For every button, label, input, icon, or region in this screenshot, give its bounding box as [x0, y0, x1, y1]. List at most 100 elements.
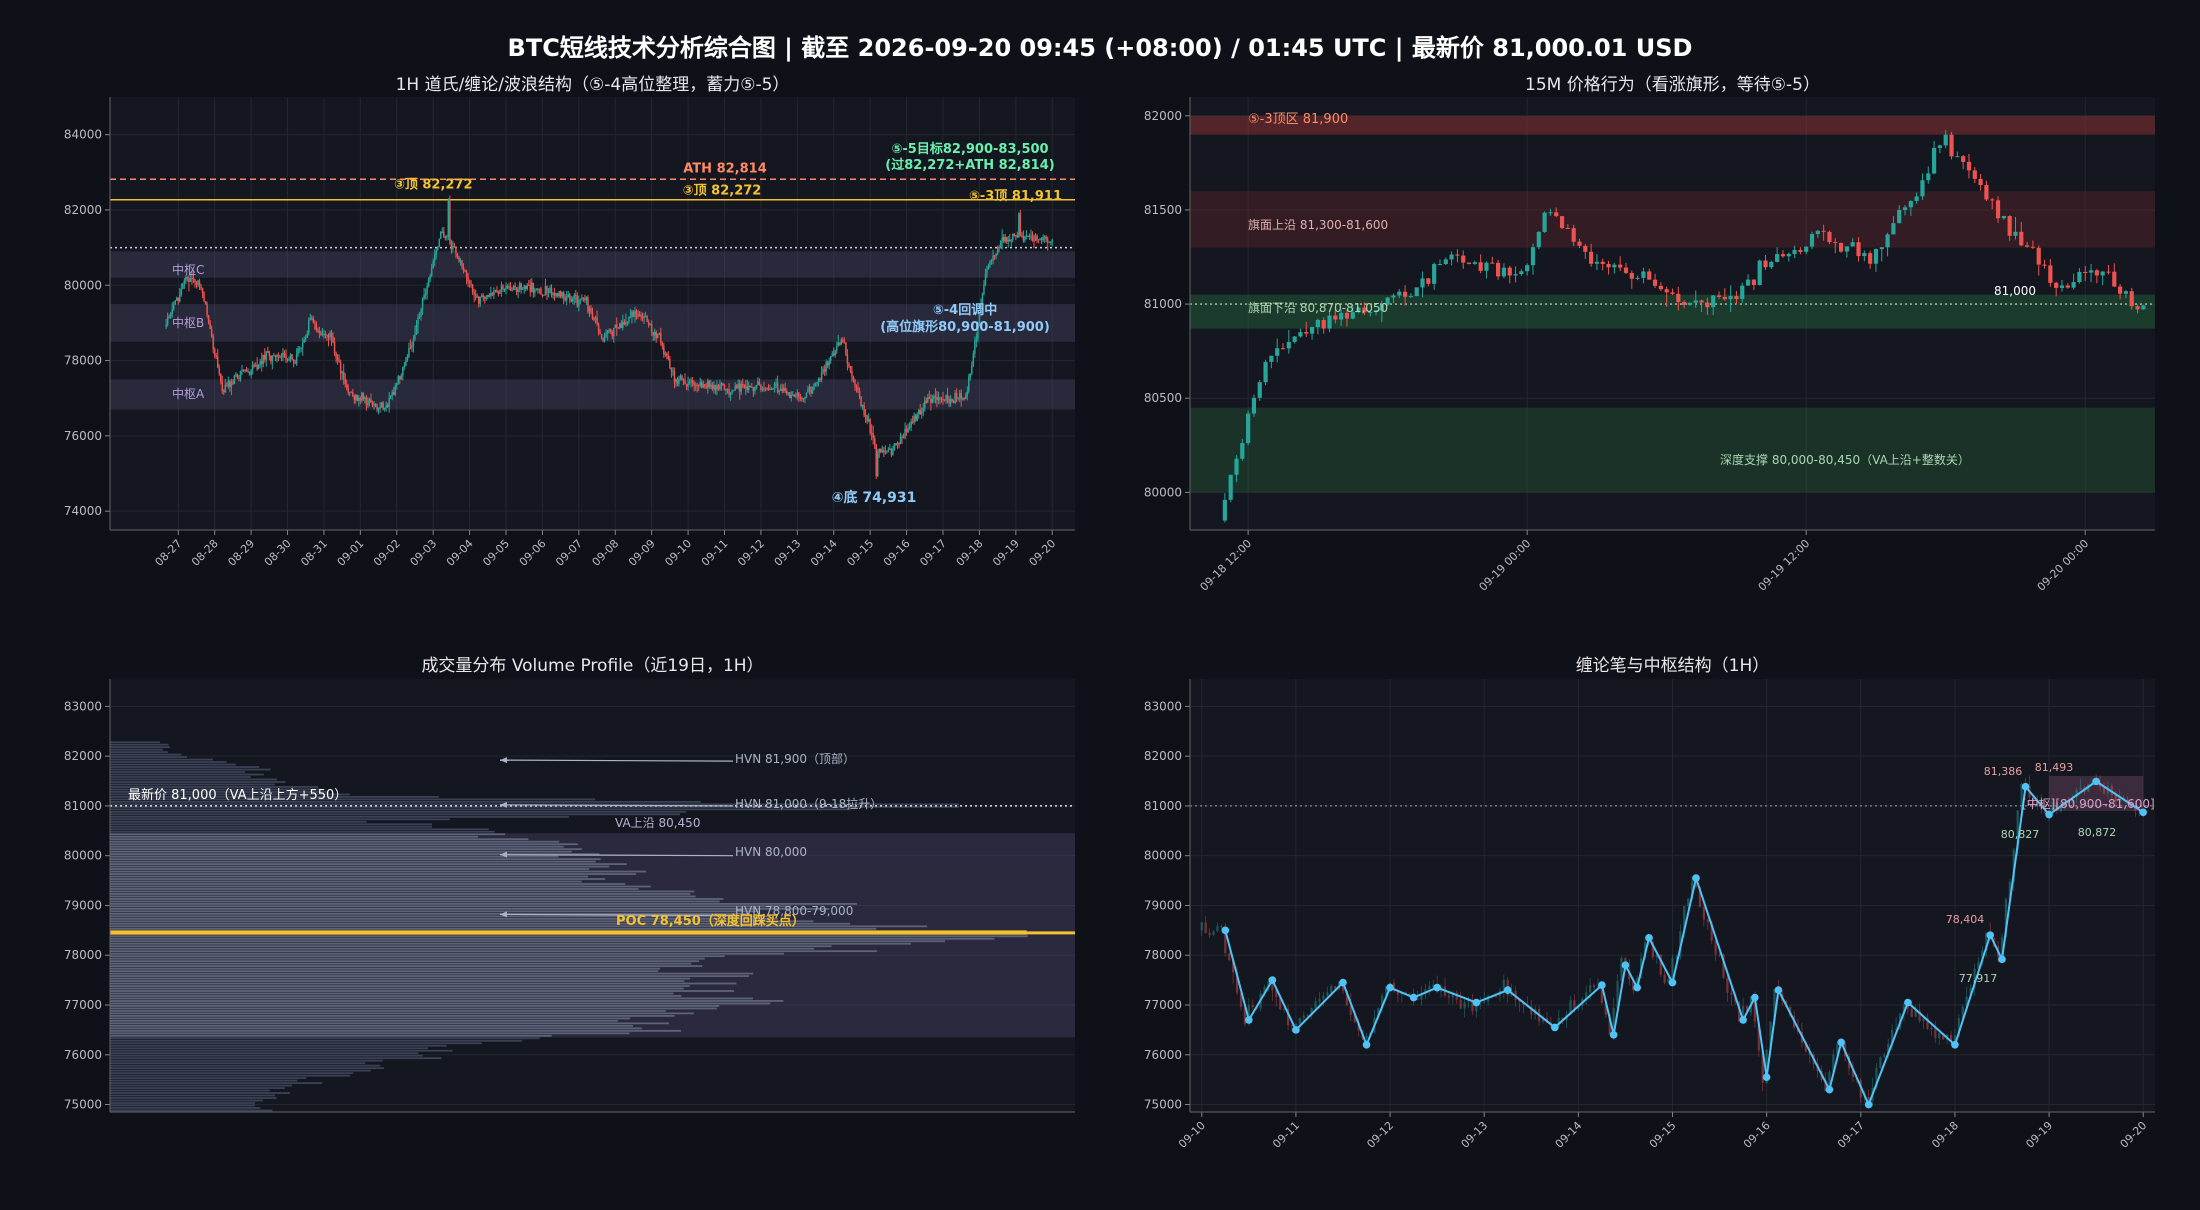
candle: [1502, 979, 1505, 991]
candle: [936, 397, 938, 400]
candle: [465, 271, 468, 277]
candle: [183, 280, 186, 284]
profile-bar: [110, 1007, 717, 1010]
candle: [455, 246, 457, 254]
candle: [1885, 234, 1890, 248]
candle: [1275, 990, 1278, 998]
candle: [1938, 1033, 1941, 1039]
candle: [429, 275, 431, 279]
candle: [1902, 207, 1908, 210]
candle: [345, 383, 348, 389]
profile-bar: [110, 997, 753, 1000]
candle: [1977, 961, 1980, 969]
candle: [505, 286, 507, 290]
candle: [418, 315, 421, 318]
p1-xtick-label: 08-31: [298, 537, 330, 569]
profile-bar: [110, 848, 582, 851]
profile-bar: [110, 1042, 482, 1045]
candle: [1402, 291, 1408, 297]
candle: [1031, 235, 1034, 241]
candle: [1734, 296, 1739, 300]
profile-bar: [110, 803, 960, 806]
candle: [391, 392, 393, 396]
p3-arrow-hvn4-head: [500, 911, 507, 918]
candle: [1263, 361, 1268, 383]
profile-bar: [110, 950, 878, 953]
candle: [1765, 1049, 1768, 1083]
candle: [1600, 985, 1603, 1004]
profile-bar: [110, 763, 236, 766]
candle: [933, 396, 935, 399]
candle: [1036, 235, 1038, 240]
candle: [863, 404, 865, 416]
p4-xtick-label: 09-17: [1835, 1119, 1867, 1151]
profile-bar: [110, 1002, 771, 1005]
candle: [764, 388, 767, 390]
candle: [270, 355, 272, 362]
candle: [1013, 233, 1016, 236]
candle: [623, 321, 626, 325]
candle: [1283, 1008, 1286, 1010]
candle: [169, 313, 172, 318]
candle: [1612, 1007, 1615, 1035]
candle: [776, 383, 779, 393]
candle: [781, 388, 783, 392]
candle: [1408, 296, 1413, 298]
candle: [1589, 985, 1592, 993]
candle: [438, 238, 441, 247]
candle: [172, 304, 175, 310]
candle: [179, 294, 181, 302]
candle: [490, 293, 492, 297]
candle: [348, 392, 351, 394]
candle: [531, 282, 533, 292]
candle: [640, 314, 642, 317]
candle: [1828, 1071, 1831, 1092]
candle: [2100, 271, 2105, 276]
candle: [1518, 999, 1521, 1002]
profile-bar: [110, 805, 960, 808]
candle: [386, 405, 389, 407]
candle: [1757, 260, 1762, 286]
candle: [652, 332, 654, 336]
candle: [1432, 984, 1435, 987]
candle: [1873, 249, 1879, 264]
candle: [247, 371, 249, 373]
candle: [2000, 937, 2004, 957]
candle: [288, 359, 290, 361]
candle: [822, 369, 824, 373]
candle: [1200, 922, 1203, 931]
candle: [603, 333, 606, 342]
candle: [971, 364, 973, 374]
candle: [655, 332, 657, 339]
candle: [1670, 292, 1675, 294]
candle: [1310, 1008, 1313, 1016]
candle: [362, 392, 365, 400]
candle: [867, 419, 870, 422]
candle: [212, 336, 214, 350]
candle: [294, 361, 296, 364]
profile-bar: [110, 1069, 371, 1072]
candle: [326, 334, 328, 336]
candle: [256, 364, 258, 370]
candle: [1773, 989, 1776, 1022]
candle: [1016, 235, 1019, 238]
candle: [828, 360, 830, 366]
candle: [617, 327, 620, 329]
candle: [1557, 1017, 1560, 1026]
p3-ytick-label: 78000: [64, 948, 102, 962]
candle: [497, 291, 500, 294]
candle: [509, 286, 512, 291]
candle: [987, 265, 990, 270]
candle: [274, 355, 277, 357]
candle: [1251, 397, 1257, 414]
candle: [1009, 240, 1011, 242]
p3-label-hvn4: HVN 78,800-79,000: [735, 904, 853, 918]
candle: [999, 240, 1002, 249]
candle: [656, 334, 659, 339]
candle: [2112, 271, 2117, 287]
profile-bar: [110, 1024, 634, 1027]
candle: [779, 388, 782, 391]
candle: [1585, 992, 1588, 999]
p1-label-top3-mid: ③顶 82,272: [683, 184, 762, 199]
profile-bar: [110, 845, 564, 848]
